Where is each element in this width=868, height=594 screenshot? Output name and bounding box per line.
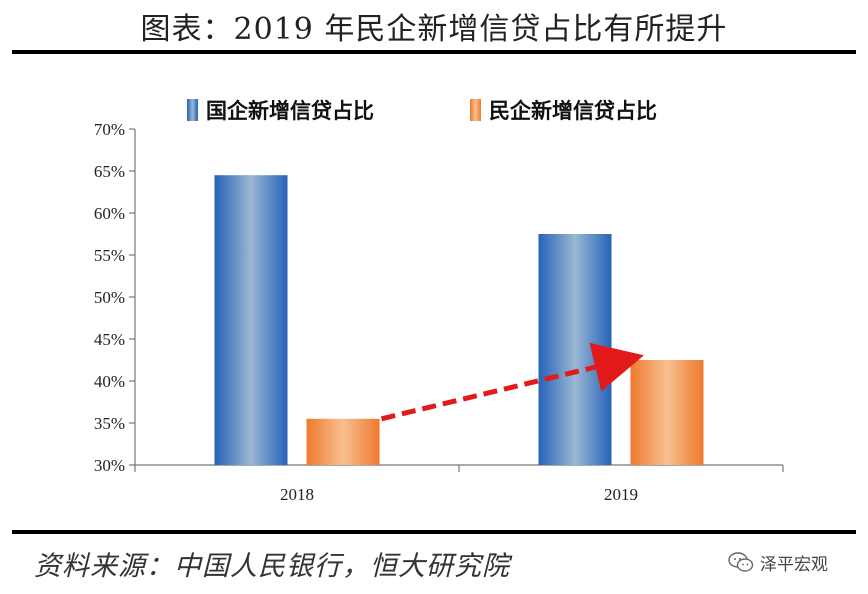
legend-label: 民企新增信贷占比 — [489, 99, 657, 123]
bar-soe-2018 — [214, 175, 288, 465]
x-tick-label: 2019 — [604, 485, 638, 504]
bar-chart: 30% 35% 40% 45% 50% 55% 60% 65% 70% 2018 2019 国企新增… — [94, 99, 784, 504]
bottom-rule — [12, 530, 856, 534]
top-rule — [12, 50, 856, 54]
y-tick-label: 60% — [94, 204, 125, 223]
y-tick-label: 70% — [94, 120, 125, 139]
source-note: 资料来源：中国人民银行，恒大研究院 — [34, 551, 510, 582]
y-tick-label: 65% — [94, 162, 125, 181]
bar-soe-2019 — [538, 234, 612, 465]
legend: 国企新增信贷占比 民企新增信贷占比 — [187, 99, 657, 123]
y-tick-label: 40% — [94, 372, 125, 391]
legend-label: 国企新增信贷占比 — [206, 99, 374, 123]
brand-name: 泽平宏观 — [760, 554, 828, 575]
y-tick-label: 30% — [94, 456, 125, 475]
x-tick-label: 2018 — [280, 485, 314, 504]
chart-title: 图表：2019 年民企新增信贷占比有所提升 — [140, 12, 728, 47]
bar-private-2018 — [306, 418, 380, 465]
bar-private-2019 — [630, 360, 704, 465]
y-tick-label: 55% — [94, 246, 125, 265]
y-tick-label: 50% — [94, 288, 125, 307]
wechat-icon — [728, 552, 754, 572]
y-tick-label: 45% — [94, 330, 125, 349]
brand-watermark: 泽平宏观 — [728, 548, 828, 576]
y-tick-label: 35% — [94, 414, 125, 433]
bars — [214, 175, 704, 465]
legend-swatch — [470, 99, 481, 121]
legend-swatch — [187, 99, 198, 121]
